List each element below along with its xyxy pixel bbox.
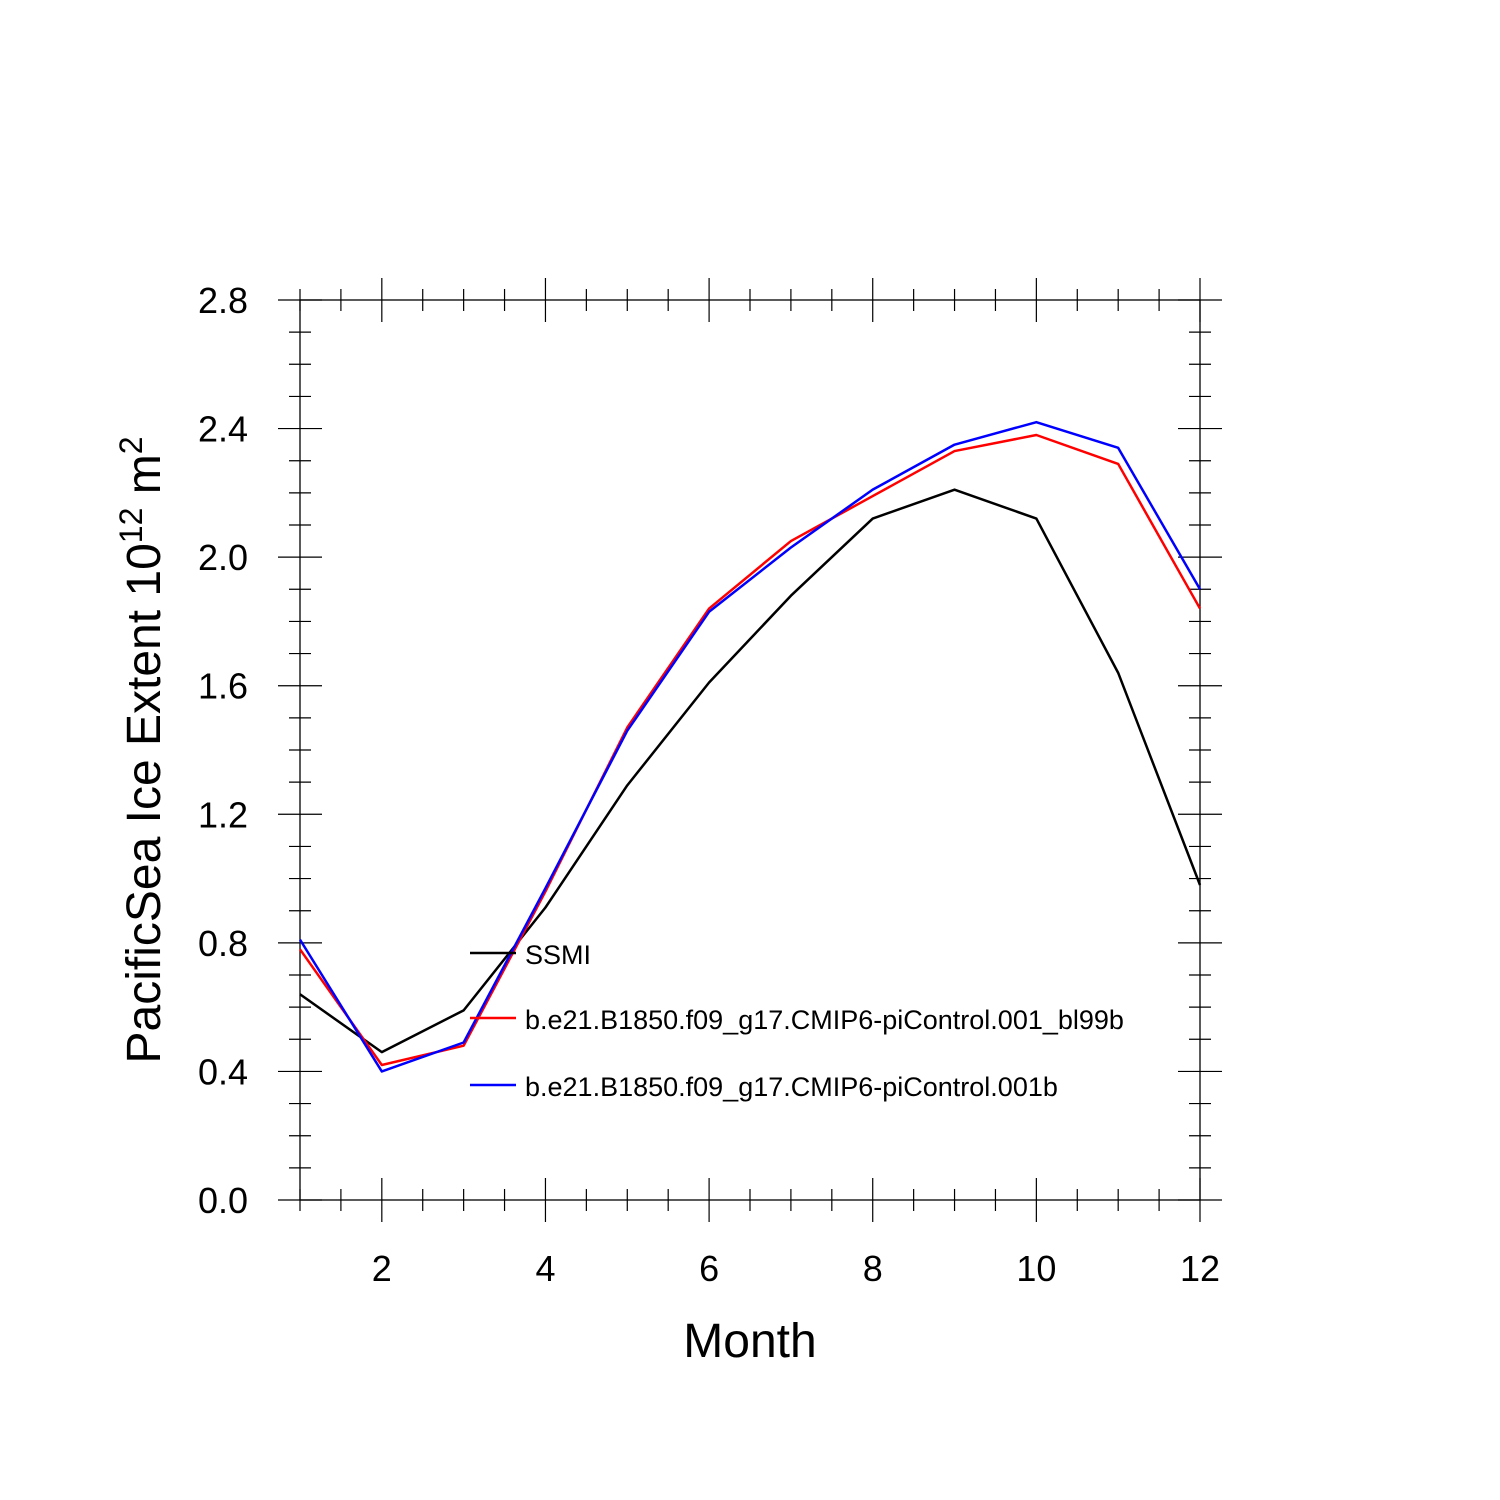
legend-label: SSMI	[525, 940, 591, 970]
x-tick-label: 6	[699, 1248, 719, 1289]
legend-label: b.e21.B1850.f09_g17.CMIP6-piControl.001_…	[525, 1005, 1124, 1035]
plot-frame	[299, 299, 1201, 1201]
legend-label: b.e21.B1850.f09_g17.CMIP6-piControl.001b	[525, 1072, 1058, 1102]
x-tick-labels: 2 4 6 8 10 12	[372, 1248, 1220, 1289]
x-axis-label: Month	[683, 1315, 816, 1368]
series-line-2	[298, 433, 1202, 1067]
y-axis-label: PacificSea Ice Extent 1012 m2	[113, 436, 171, 1063]
y-tick-label: 1.2	[198, 794, 248, 835]
y-tick-label: 2.4	[198, 409, 248, 450]
y-axis-label-unit: m	[118, 454, 171, 507]
series-line-1	[299, 488, 1202, 1054]
y-axis-label-main: PacificSea Ice Extent 10	[118, 543, 171, 1063]
y-tick-label: 0.0	[198, 1180, 248, 1221]
y-tick-label: 2.0	[198, 537, 248, 578]
x-tick-label: 12	[1180, 1248, 1220, 1289]
x-tick-label: 4	[535, 1248, 555, 1289]
y-tick-labels: 0.0 0.4 0.8 1.2 1.6 2.0 2.4 2.8	[198, 280, 248, 1221]
y-tick-label: 0.4	[198, 1051, 248, 1092]
y-axis-label-exponent: 12	[113, 508, 149, 544]
series-line-3	[298, 420, 1202, 1073]
y-tick-label: 1.6	[198, 666, 248, 707]
series-layer	[298, 420, 1202, 1073]
y-axis-label-unit-exponent: 2	[113, 436, 149, 454]
x-tick-label: 10	[1016, 1248, 1056, 1289]
x-tick-label: 2	[372, 1248, 392, 1289]
y-tick-label: 2.8	[198, 280, 248, 321]
legend: SSMI b.e21.B1850.f09_g17.CMIP6-piControl.…	[470, 940, 1124, 1102]
y-tick-label: 0.8	[198, 923, 248, 964]
x-tick-label: 8	[863, 1248, 883, 1289]
